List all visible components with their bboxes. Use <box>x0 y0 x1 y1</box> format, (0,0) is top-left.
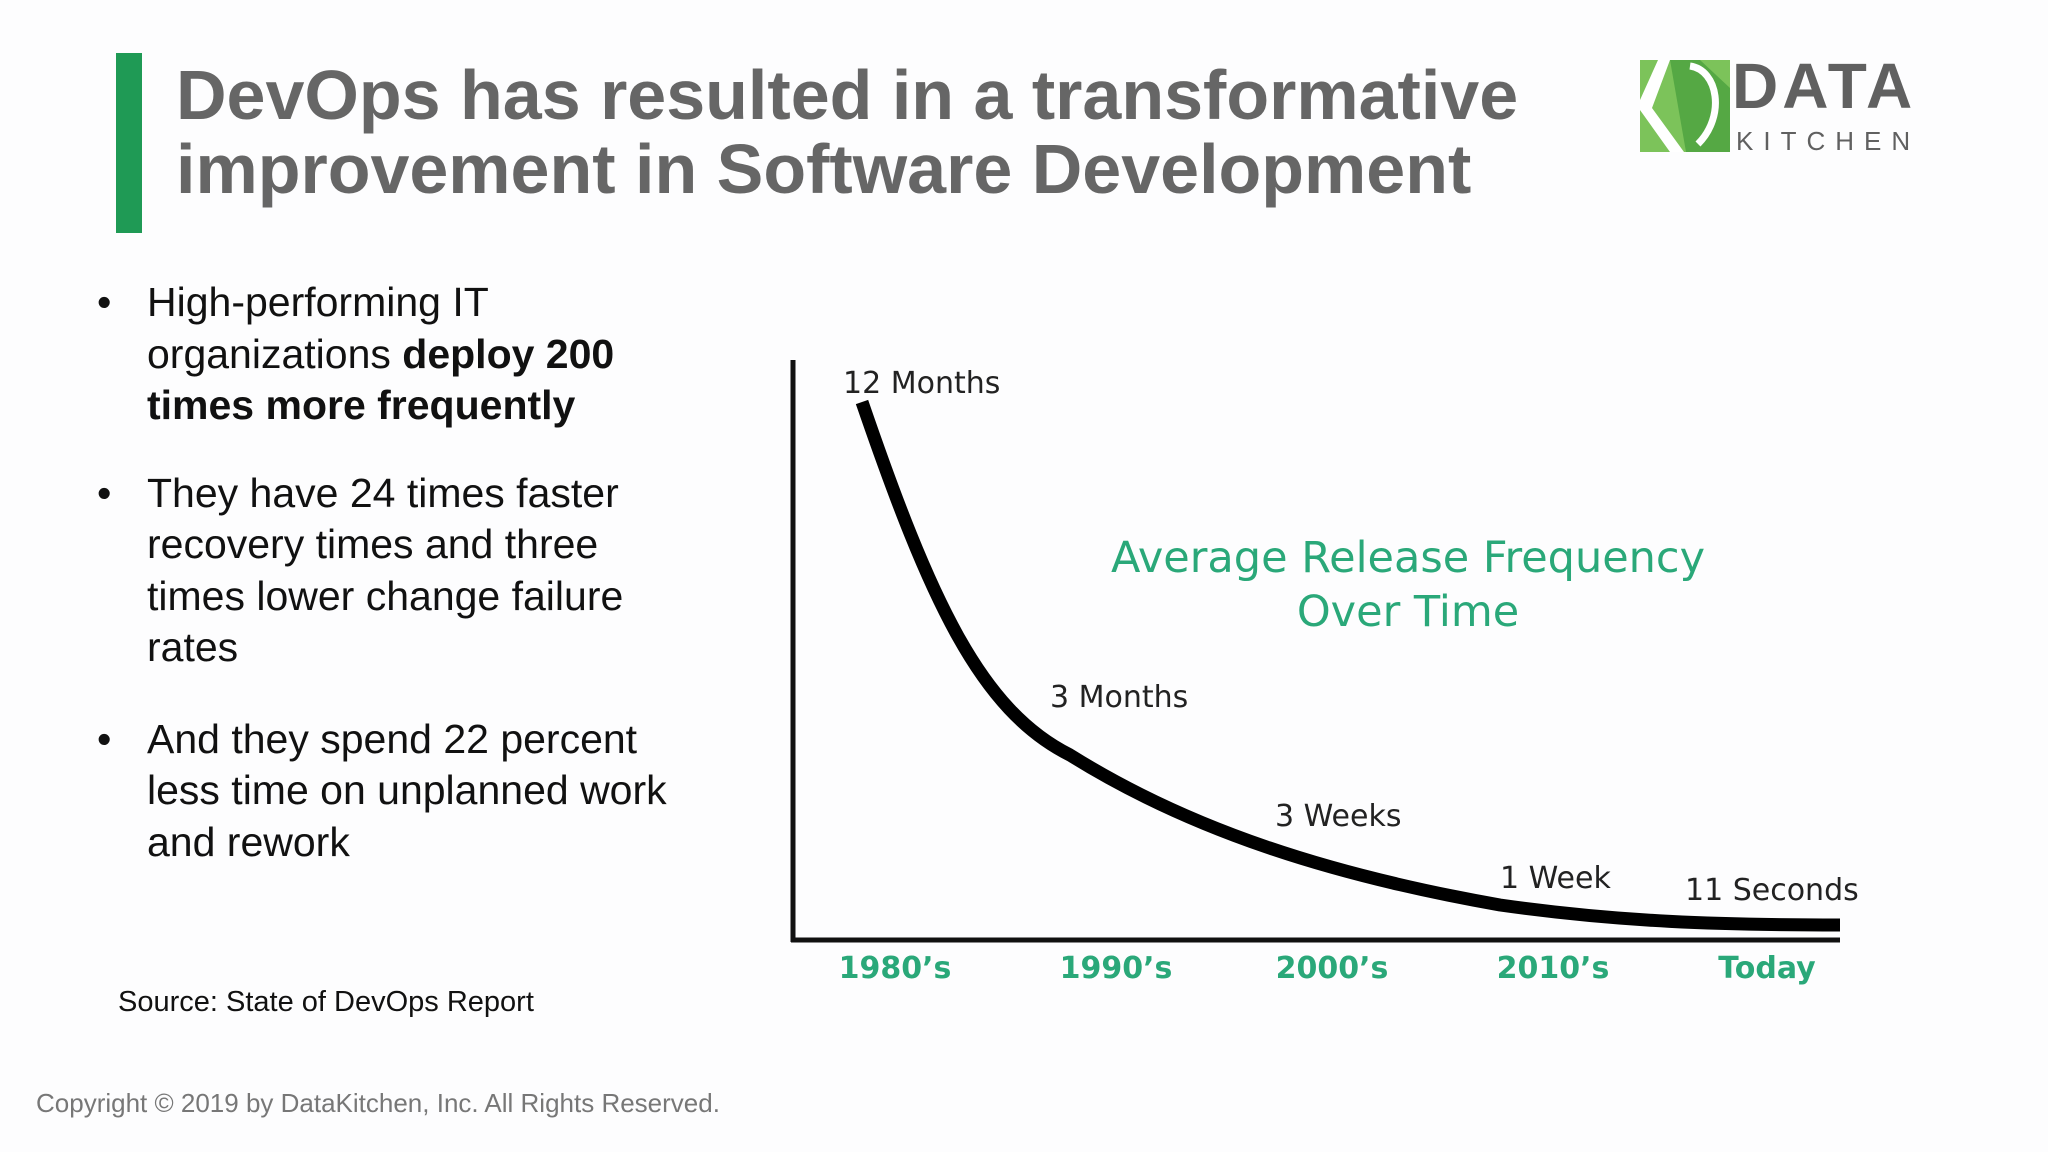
bullet-dot: • <box>97 715 112 762</box>
logo-word-data: DATA <box>1732 50 1917 122</box>
slide-title: DevOps has resulted in a transformative … <box>176 58 1576 206</box>
bullet-3-text: And they spend 22 percent less time on u… <box>147 715 667 865</box>
bullet-item-3: • And they spend 22 percent less time on… <box>92 714 692 869</box>
x-tick-label: 2000’s <box>1276 951 1389 986</box>
chart-title-line-2: Over Time <box>1297 587 1519 637</box>
bullet-item-1: • High-performing IT organizations deplo… <box>92 277 692 432</box>
x-tick-label: 1990’s <box>1060 951 1173 986</box>
bullet-dot: • <box>97 279 112 325</box>
release-frequency-curve <box>855 399 1841 932</box>
bullet-1-text: High-performing IT organizations <box>147 279 489 377</box>
data-point-label: 3 Weeks <box>1275 799 1401 834</box>
chart-title-line-1: Average Release Frequency <box>1111 533 1705 583</box>
slide-title-line-1: DevOps has resulted in a transformative <box>176 56 1519 134</box>
slide-title-line-2: improvement in Software Development <box>176 130 1472 208</box>
bullet-2-text: They have 24 times faster recovery times… <box>147 469 624 671</box>
copyright-footer: Copyright © 2019 by DataKitchen, Inc. Al… <box>36 1088 720 1118</box>
x-tick-label: 2010’s <box>1497 951 1610 986</box>
bullet-list: • High-performing IT organizations deplo… <box>92 277 692 904</box>
data-point-label: 1 Week <box>1500 861 1611 896</box>
bullet-dot: • <box>97 469 112 516</box>
data-point-label: 12 Months <box>843 366 1000 401</box>
bullet-item-2: • They have 24 times faster recovery tim… <box>92 468 692 674</box>
data-point-label: 3 Months <box>1050 680 1188 715</box>
x-tick-label: Today <box>1718 951 1816 986</box>
datakitchen-logo: DATA KITCHEN <box>1640 50 1921 158</box>
logo-word-kitchen: KITCHEN <box>1736 126 1921 156</box>
data-point-label: 11 Seconds <box>1685 873 1859 908</box>
source-note: Source: State of DevOps Report <box>118 986 534 1018</box>
bullet-1-bold-text: deploy 200 times more frequently <box>147 330 615 429</box>
title-accent-bar <box>116 53 142 233</box>
datakitchen-logo-mark <box>1640 60 1730 152</box>
x-tick-label: 1980’s <box>839 951 952 986</box>
